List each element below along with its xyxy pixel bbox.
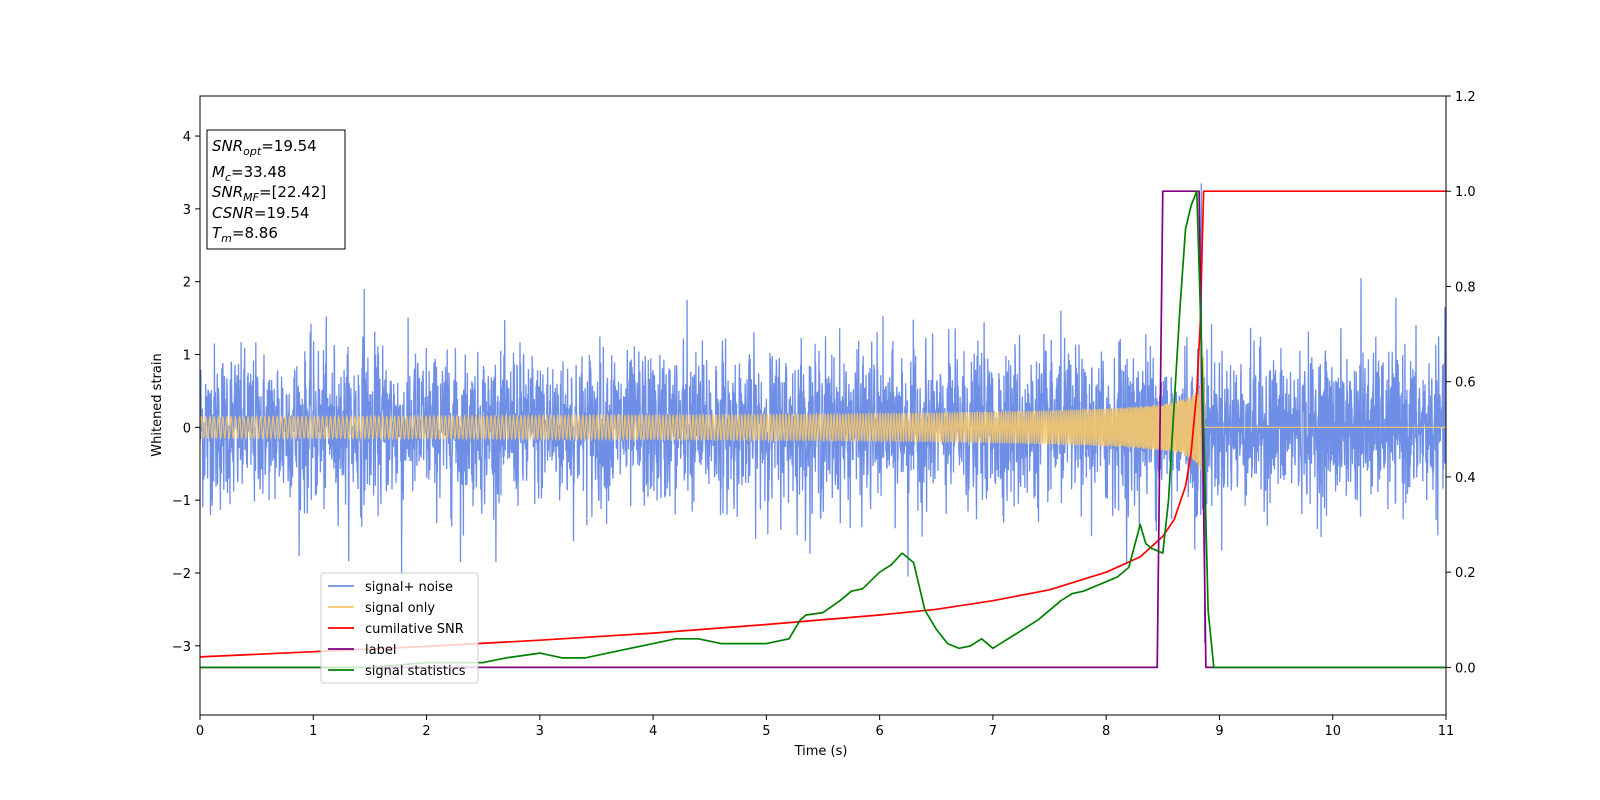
y-tick-label-right: 0.0 [1455,661,1476,676]
series-signal-only [200,356,1446,497]
x-tick-label: 6 [875,724,883,739]
y-axis-label-left: Whitened strain [150,353,165,456]
legend-entry: signal only [365,601,435,616]
legend-entry: label [365,643,396,658]
y-tick-label-left: 1 [183,349,191,364]
info-box: SNRopt=19.54 Mc=33.48SNRMF=[22.42]CSNR=19… [206,129,346,250]
info-line: Mc=33.48 [212,163,287,184]
y-tick-label-left: 4 [183,130,191,145]
series-signal-statistics [200,190,1446,669]
y-tick-label-left: −2 [172,567,191,582]
y-tick-label-left: 3 [183,203,191,218]
y-tick-label-right: 0.8 [1455,280,1476,295]
y-axis-left: −3 −2 −1 0 1 2 3 4 [172,130,200,655]
legend-frame [320,572,479,684]
x-tick-label: 0 [196,724,204,739]
y-tick-label-right: 1.0 [1455,185,1476,200]
x-tick-label: 1 [309,724,317,739]
y-tick-label-left: −3 [172,640,191,655]
series-layer [200,183,1446,669]
y-axis-right: 0.0 0.2 0.4 0.6 0.8 1.0 1.2 [1446,90,1476,676]
x-tick-label: 4 [649,724,657,739]
plot-frame [199,95,1447,716]
x-tick-label: 10 [1324,724,1341,739]
info-line: SNRMF=[22.42] [212,183,326,204]
x-axis: 0 1 2 3 4 5 6 7 8 9 10 11 [196,715,1454,739]
info-line: CSNR=19.54 [212,204,309,222]
legend-entry: cumilative SNR [365,622,464,637]
y-tick-label-right: 0.4 [1455,471,1476,486]
y-tick-label-left: 2 [183,276,191,291]
x-tick-label: 8 [1102,724,1110,739]
legend-entry: signal statistics [365,664,466,679]
x-tick-label: 11 [1438,724,1455,739]
x-tick-label: 5 [762,724,770,739]
x-tick-label: 7 [989,724,997,739]
x-tick-label: 9 [1215,724,1223,739]
y-tick-label-right: 0.2 [1455,566,1476,581]
y-tick-label-right: 1.2 [1455,90,1476,105]
info-line: Tm=8.86 [212,224,278,245]
legend-entry: signal+ noise [365,580,453,595]
y-tick-label-left: −1 [172,494,191,509]
x-tick-label: 2 [422,724,430,739]
y-tick-label-left: 0 [183,421,191,436]
y-tick-label-right: 0.6 [1455,376,1476,391]
info-box-frame [206,129,346,250]
x-tick-label: 3 [536,724,544,739]
legend: signal+ noise signal only cumilative SNR la… [320,572,479,684]
series-cumulative-snr [200,190,1446,658]
info-line: SNRopt=19.54 [212,137,317,158]
x-axis-label: Time (s) [794,744,848,759]
